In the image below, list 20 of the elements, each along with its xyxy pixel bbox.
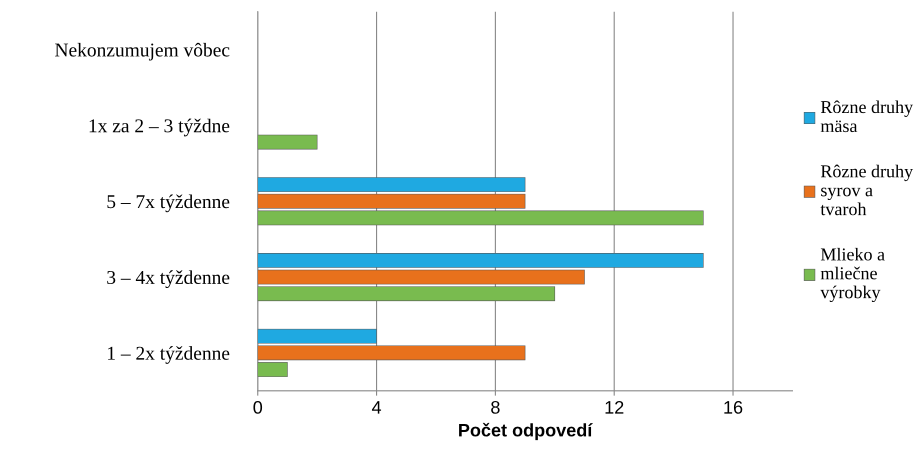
y-tick-label: 3 – 4x týždenne (107, 270, 230, 288)
bar (258, 286, 556, 302)
bar (258, 210, 704, 226)
y-tick-label: 1 – 2x týždenne (108, 346, 230, 364)
x-axis-title: Počet odpovedí (459, 422, 593, 440)
legend-label: Rôzne druhy mäsa (820, 100, 914, 132)
x-tick-label: 0 (253, 400, 262, 414)
bar (258, 177, 526, 192)
x-tick-label: 12 (606, 400, 624, 414)
x-tick-label: 4 (372, 401, 382, 414)
y-tick-label: 1x za 2 – 3 týždne (90, 118, 230, 136)
bar (258, 328, 377, 344)
legend-label: Rôzne druhy syrov a tvaroh (820, 164, 914, 216)
bar (258, 134, 318, 150)
y-tick-label: 5 – 7x týždenne (107, 194, 230, 212)
x-tick-label: 8 (491, 400, 500, 414)
bar (258, 194, 526, 209)
legend-label: Mlieko a mliečne výrobky (820, 248, 885, 302)
x-tick-label: 16 (724, 400, 742, 414)
y-tick-label: Nekonzumujem vôbec (55, 42, 230, 61)
